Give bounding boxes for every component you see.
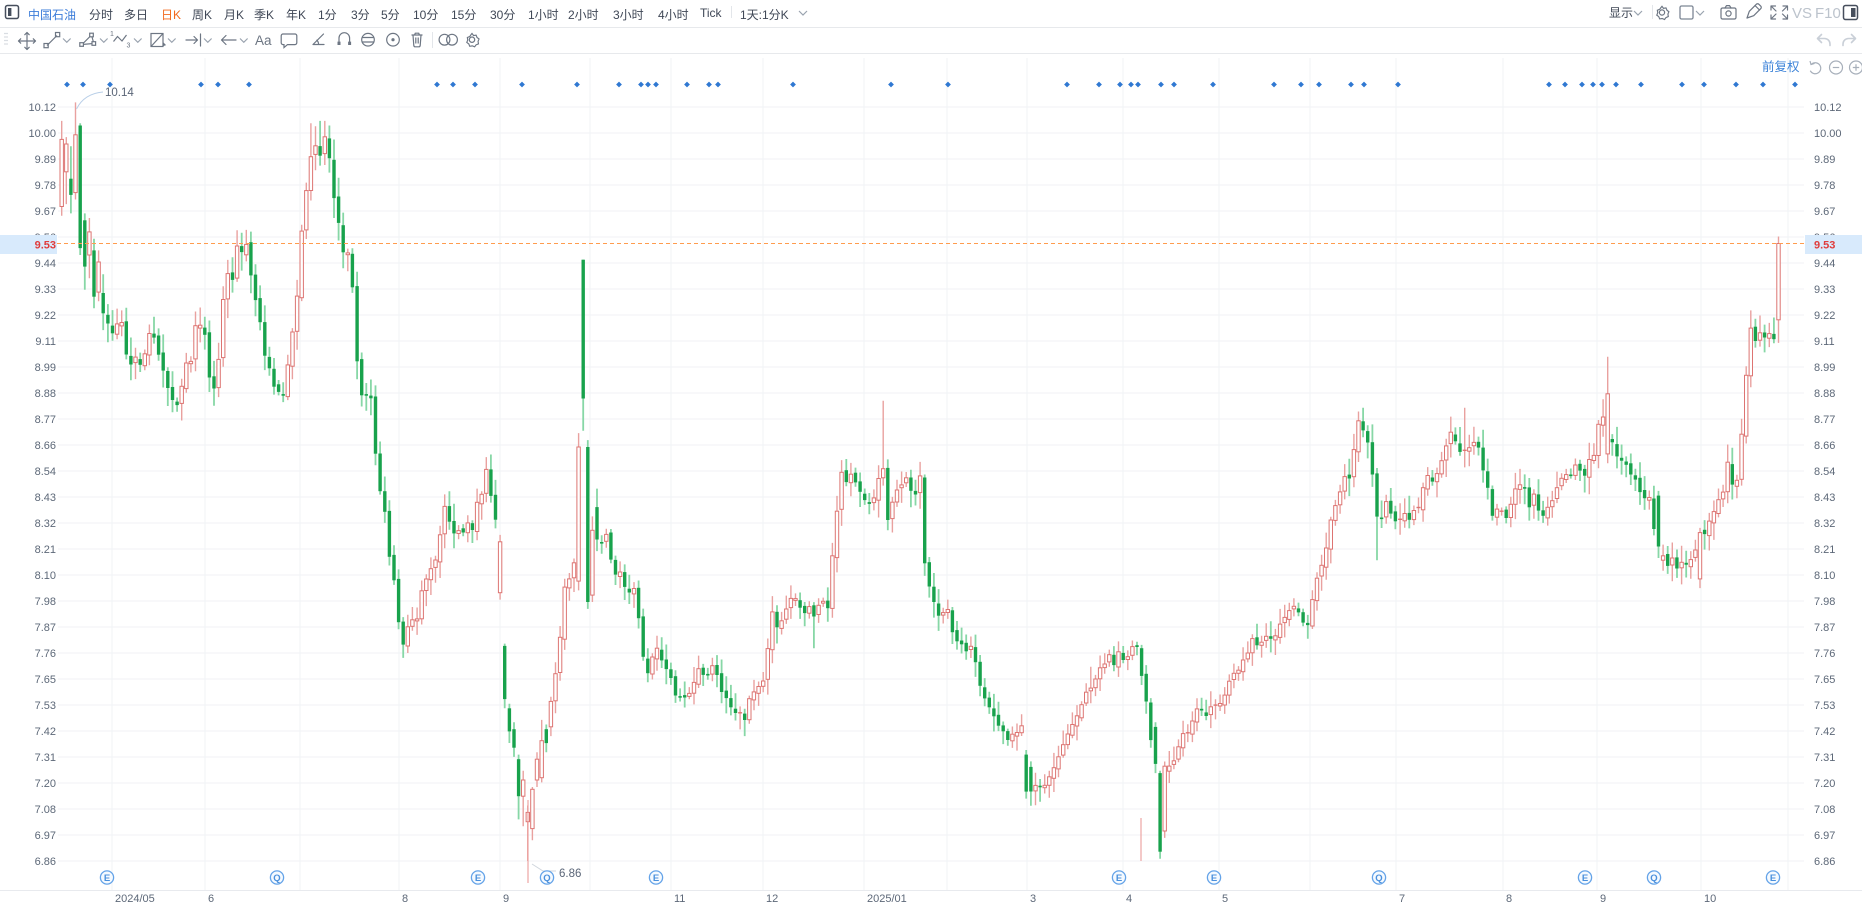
svg-text:6.86: 6.86 — [35, 856, 56, 868]
svg-text:E: E — [475, 873, 481, 884]
svg-text:5: 5 — [1222, 893, 1228, 905]
svg-text:显示: 显示 — [1609, 6, 1633, 20]
svg-text:Q: Q — [543, 873, 550, 884]
svg-text:8.10: 8.10 — [1814, 570, 1835, 582]
svg-text:11: 11 — [674, 893, 685, 905]
svg-text:9: 9 — [503, 893, 509, 905]
svg-text:4: 4 — [1126, 893, 1132, 905]
svg-text:9.53: 9.53 — [35, 240, 56, 252]
svg-text:8.10: 8.10 — [35, 570, 56, 582]
svg-text:8: 8 — [1506, 893, 1512, 905]
svg-text:7.31: 7.31 — [35, 752, 56, 764]
svg-text:8.99: 8.99 — [1814, 362, 1835, 374]
svg-text:8.21: 8.21 — [1814, 544, 1835, 556]
svg-text:Q: Q — [1650, 873, 1657, 884]
svg-text:E: E — [1582, 873, 1588, 884]
svg-text:E: E — [104, 873, 110, 884]
svg-text:9.78: 9.78 — [35, 180, 56, 192]
svg-text:8.43: 8.43 — [1814, 492, 1835, 504]
svg-text:9.44: 9.44 — [1814, 258, 1835, 270]
svg-text:前复权: 前复权 — [1762, 59, 1800, 74]
svg-text:7.53: 7.53 — [1814, 700, 1835, 712]
svg-text:7.53: 7.53 — [35, 700, 56, 712]
svg-text:12: 12 — [766, 893, 778, 905]
svg-text:6.86: 6.86 — [1814, 856, 1835, 868]
svg-text:F10: F10 — [1815, 5, 1841, 22]
svg-text:8.43: 8.43 — [35, 492, 56, 504]
svg-text:9.11: 9.11 — [1814, 336, 1835, 348]
svg-text:7.42: 7.42 — [1814, 726, 1835, 738]
svg-text:9.67: 9.67 — [1814, 206, 1835, 218]
svg-text:10.00: 10.00 — [28, 128, 56, 140]
svg-text:8.66: 8.66 — [35, 440, 56, 452]
svg-text:8.77: 8.77 — [1814, 414, 1835, 426]
svg-text:10.12: 10.12 — [1814, 102, 1842, 114]
svg-text:6.86: 6.86 — [559, 868, 581, 880]
svg-text:7.65: 7.65 — [1814, 674, 1835, 686]
svg-text:9.22: 9.22 — [35, 310, 56, 322]
svg-text:7.20: 7.20 — [1814, 778, 1835, 790]
svg-text:8.54: 8.54 — [1814, 466, 1835, 478]
svg-text:6.97: 6.97 — [35, 830, 56, 842]
svg-text:2025/01: 2025/01 — [867, 893, 907, 905]
svg-text:9.89: 9.89 — [35, 154, 56, 166]
svg-text:E: E — [653, 873, 659, 884]
svg-text:3: 3 — [1030, 893, 1036, 905]
svg-text:6: 6 — [208, 893, 214, 905]
svg-text:7.65: 7.65 — [35, 674, 56, 686]
svg-text:6.97: 6.97 — [1814, 830, 1835, 842]
svg-text:7.76: 7.76 — [1814, 648, 1835, 660]
svg-text:E: E — [1211, 873, 1217, 884]
svg-text:10.14: 10.14 — [105, 87, 134, 99]
svg-text:9.33: 9.33 — [35, 284, 56, 296]
svg-text:7.87: 7.87 — [1814, 622, 1835, 634]
svg-text:2024/05: 2024/05 — [115, 893, 155, 905]
svg-text:8.21: 8.21 — [35, 544, 56, 556]
svg-text:9.11: 9.11 — [35, 336, 56, 348]
svg-text:Q: Q — [273, 873, 280, 884]
svg-text:8.66: 8.66 — [1814, 440, 1835, 452]
svg-text:Q: Q — [1375, 873, 1382, 884]
svg-text:VS: VS — [1792, 5, 1812, 22]
svg-text:7.31: 7.31 — [1814, 752, 1835, 764]
svg-text:7.08: 7.08 — [1814, 804, 1835, 816]
svg-text:8.32: 8.32 — [35, 518, 56, 530]
svg-text:7.98: 7.98 — [1814, 596, 1835, 608]
svg-text:9.89: 9.89 — [1814, 154, 1835, 166]
svg-text:7.98: 7.98 — [35, 596, 56, 608]
svg-text:8.99: 8.99 — [35, 362, 56, 374]
svg-text:7.42: 7.42 — [35, 726, 56, 738]
svg-text:9.78: 9.78 — [1814, 180, 1835, 192]
svg-text:8.77: 8.77 — [35, 414, 56, 426]
svg-text:10.00: 10.00 — [1814, 128, 1842, 140]
svg-text:Aa: Aa — [255, 33, 272, 48]
svg-text:8: 8 — [402, 893, 408, 905]
svg-text:9.67: 9.67 — [35, 206, 56, 218]
svg-text:10.12: 10.12 — [28, 102, 56, 114]
svg-text:10: 10 — [1704, 893, 1716, 905]
svg-text:9: 9 — [1600, 893, 1606, 905]
svg-text:8.88: 8.88 — [1814, 388, 1835, 400]
svg-text:E: E — [1770, 873, 1776, 884]
svg-text:9.33: 9.33 — [1814, 284, 1835, 296]
svg-text:7.20: 7.20 — [35, 778, 56, 790]
svg-text:1: 1 — [110, 31, 114, 38]
svg-text:7.76: 7.76 — [35, 648, 56, 660]
svg-text:9.22: 9.22 — [1814, 310, 1835, 322]
svg-text:9.53: 9.53 — [1814, 240, 1835, 252]
svg-text:3: 3 — [127, 43, 131, 50]
svg-text:7.08: 7.08 — [35, 804, 56, 816]
svg-text:7.87: 7.87 — [35, 622, 56, 634]
svg-text:7: 7 — [1399, 893, 1405, 905]
svg-text:9.44: 9.44 — [35, 258, 56, 270]
svg-text:8.54: 8.54 — [35, 466, 56, 478]
svg-text:8.32: 8.32 — [1814, 518, 1835, 530]
svg-text:E: E — [1116, 873, 1122, 884]
svg-text:8.88: 8.88 — [35, 388, 56, 400]
